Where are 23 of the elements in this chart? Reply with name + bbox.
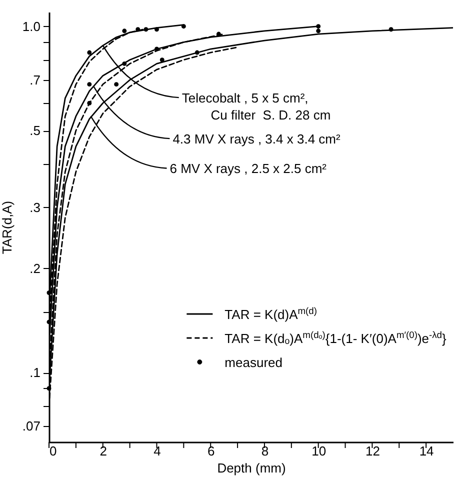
y-tick-label: .2 bbox=[30, 260, 40, 276]
x-tick-label: 10 bbox=[312, 444, 326, 458]
x-tick-label: 8 bbox=[261, 444, 269, 458]
y-tick-label: .7 bbox=[30, 72, 40, 88]
y-axis-title: TAR(d,A) bbox=[0, 200, 14, 254]
x-tick-label: 2 bbox=[100, 444, 107, 458]
y-tick-label: .07 bbox=[22, 418, 40, 434]
annotation: 4.3 MV X rays , 3.4 x 3.4 cm² bbox=[172, 132, 341, 147]
y-tick-label: .3 bbox=[30, 200, 40, 215]
y-tick-label: .1 bbox=[30, 365, 40, 380]
legend-label: TAR = K(dₒ)A$^{m(dₒ)}${1-(1- K′(0)A$^{m′(0)}$)e$^{-λd}$} bbox=[224, 330, 447, 346]
annotation: Telecobalt , 5 x 5 cm², Cu filter S. D. 28 cm bbox=[182, 90, 331, 123]
annotation: 6 MV X rays , 2.5 x 2.5 cm² bbox=[170, 161, 328, 176]
legend-label: TAR = K(d)A$^{m(d)}$ bbox=[224, 306, 317, 322]
x-axis-title: Depth (mm) bbox=[217, 460, 286, 476]
x-tick-label: 6 bbox=[207, 444, 215, 458]
y-tick-label: .5 bbox=[30, 123, 40, 138]
y-tick-label: 1.0 bbox=[22, 18, 40, 34]
x-tick-label: 12 bbox=[365, 444, 380, 458]
x-tick-label: 4 bbox=[154, 444, 161, 458]
legend-label: measured bbox=[224, 355, 282, 370]
x-tick-label: 0 bbox=[50, 444, 57, 458]
x-tick-label: 14 bbox=[419, 444, 434, 458]
